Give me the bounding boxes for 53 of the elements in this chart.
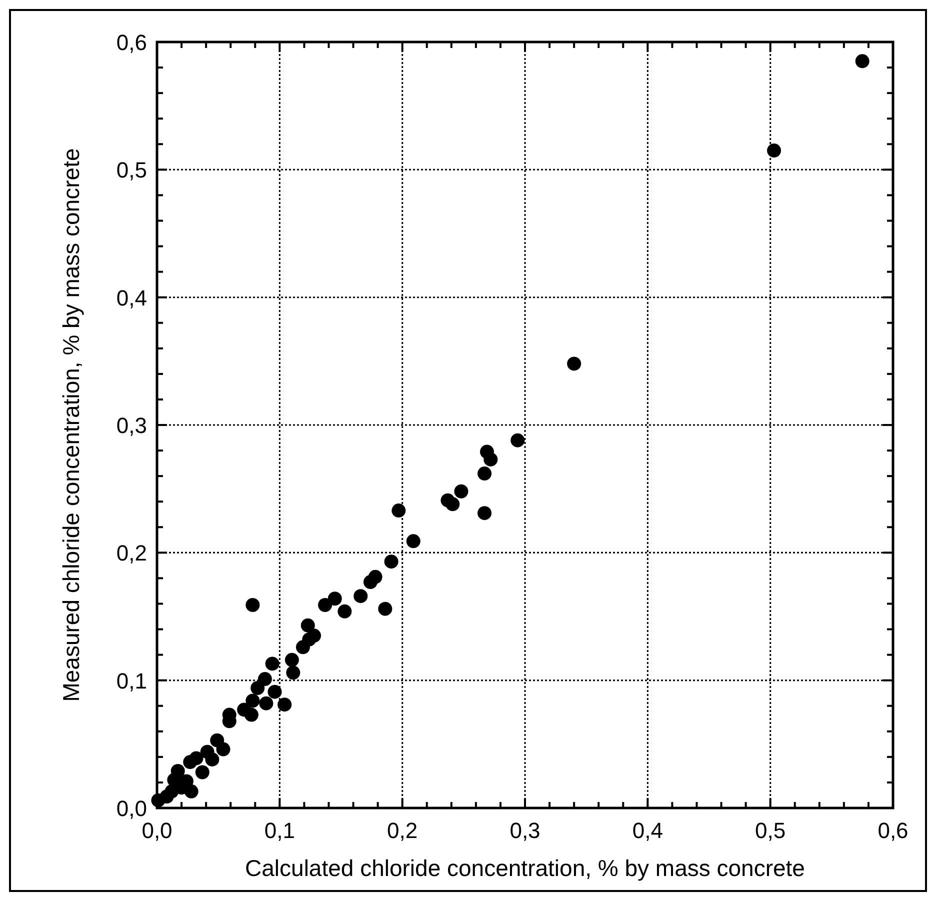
point [767,144,782,158]
point [567,356,582,371]
point [855,54,870,68]
y-tick-label: 0,6 [116,30,147,55]
point [246,598,260,612]
point [510,433,525,448]
y-tick-label: 0,3 [116,413,147,438]
point [484,452,498,466]
point [286,666,300,680]
x-tick-label: 0,1 [264,818,295,843]
point [478,506,492,520]
point [216,742,230,756]
point [378,602,392,616]
y-tick-label: 0,2 [116,540,147,566]
point [454,484,468,498]
x-tick-label: 0,5 [755,818,786,843]
y-axis-title: Measured chloride concentration, % by mass concrete [58,148,84,702]
x-tick-label: 0,3 [510,818,540,843]
x-tick-label: 0,2 [387,818,418,843]
point [300,618,315,632]
point [183,755,198,770]
point [195,765,210,780]
point [268,684,282,699]
x-tick-label: 0,4 [632,818,663,843]
point [200,744,214,759]
point [237,702,252,717]
point [258,672,272,686]
x-tick-label: 0,0 [142,818,172,843]
point [278,698,292,712]
point [250,681,265,695]
point [259,696,274,710]
point [318,598,332,612]
point [151,793,166,808]
y-tick-label: 0,0 [116,796,147,821]
point [354,589,368,604]
x-tick-label: 0,6 [878,818,908,843]
point [406,534,420,548]
point [246,694,260,708]
point [296,640,310,654]
y-tick-label: 0,1 [116,668,147,694]
point [363,575,378,590]
x-axis-title: Calculated chloride concentration, % by mass concrete [245,855,805,881]
point [384,554,398,569]
point [446,497,460,512]
point [392,504,406,518]
point [478,466,492,480]
point [328,592,342,606]
point [167,772,182,787]
point [338,604,352,618]
y-tick-label: 0,5 [116,158,147,183]
point [265,656,280,671]
point [284,652,299,667]
y-tick-label: 0,4 [116,285,147,310]
